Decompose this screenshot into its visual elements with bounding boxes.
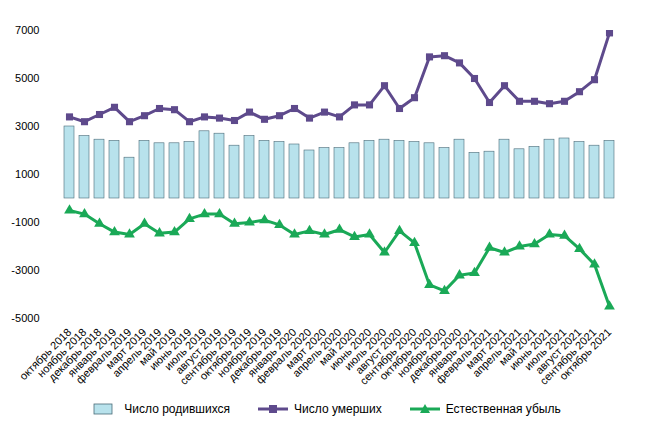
svg-text:май 2019: май 2019	[136, 325, 179, 368]
html-text:Естественная убыль: Естественная убыль	[445, 402, 561, 416]
svg-text:июнь 2020: июнь 2020	[326, 325, 374, 373]
svg-text:июль 2021: июль 2021	[521, 325, 569, 373]
svg-text:ноябрь 2020: ноябрь 2020	[394, 325, 449, 380]
html-text:Число умерших: Число умерших	[294, 402, 382, 416]
svg-text:январь 2021: январь 2021	[425, 325, 479, 379]
svg-text:-5000: -5000	[11, 312, 39, 324]
svg-text:сентябрь 2020: сентябрь 2020	[357, 325, 419, 387]
svg-text:февраль 2021: февраль 2021	[433, 325, 494, 386]
svg-text:август 2019: август 2019	[172, 325, 224, 377]
svg-text:-1000: -1000	[11, 216, 39, 228]
svg-text:сентябрь 2019: сентябрь 2019	[177, 325, 239, 387]
svg-text:август 2020: август 2020	[352, 325, 404, 377]
svg-text:октябрь 2021: октябрь 2021	[557, 326, 613, 382]
svg-text:декабрь 2019: декабрь 2019	[225, 325, 284, 384]
svg-text:апрель 2019: апрель 2019	[109, 325, 164, 380]
svg-text:3000: 3000	[15, 120, 39, 132]
svg-text:октябрь 2019: октябрь 2019	[197, 325, 254, 383]
svg-text:декабрь 2020: декабрь 2020	[405, 325, 464, 384]
svg-text:июнь 2021: июнь 2021	[506, 325, 554, 373]
svg-text:7000: 7000	[15, 24, 39, 36]
svg-text:1000: 1000	[15, 168, 39, 180]
svg-text:январь 2020: январь 2020	[245, 325, 299, 379]
svg-text:июнь 2019: июнь 2019	[146, 325, 194, 373]
svg-text:июль 2020: июль 2020	[341, 325, 389, 373]
svg-text:-3000: -3000	[11, 264, 39, 276]
html-text:Число родившихся: Число родившихся	[124, 402, 230, 416]
svg-text:март 2021: март 2021	[463, 325, 509, 372]
svg-text:апрель 2021: апрель 2021	[469, 325, 524, 380]
svg-text:март 2019: март 2019	[103, 325, 149, 372]
svg-text:январь 2019: январь 2019	[65, 325, 119, 379]
svg-text:декабрь 2018: декабрь 2018	[45, 325, 104, 384]
svg-text:август 2021: август 2021	[532, 325, 584, 377]
svg-text:июль 2019: июль 2019	[161, 325, 209, 373]
svg-text:октябрь 2018: октябрь 2018	[17, 325, 74, 383]
svg-text:март 2020: март 2020	[283, 325, 329, 372]
svg-text:май 2021: май 2021	[496, 325, 539, 368]
svg-text:сентябрь 2021: сентябрь 2021	[537, 325, 599, 387]
svg-text:май 2020: май 2020	[316, 325, 359, 368]
svg-text:ноябрь 2018: ноябрь 2018	[34, 325, 89, 380]
svg-text:5000: 5000	[15, 72, 39, 84]
svg-text:апрель 2020: апрель 2020	[289, 325, 344, 380]
svg-text:ноябрь 2019: ноябрь 2019	[214, 325, 269, 380]
svg-text:февраль 2020: февраль 2020	[253, 325, 314, 386]
svg-text:февраль 2019: февраль 2019	[73, 325, 134, 386]
svg-text:октябрь 2020: октябрь 2020	[377, 325, 434, 383]
